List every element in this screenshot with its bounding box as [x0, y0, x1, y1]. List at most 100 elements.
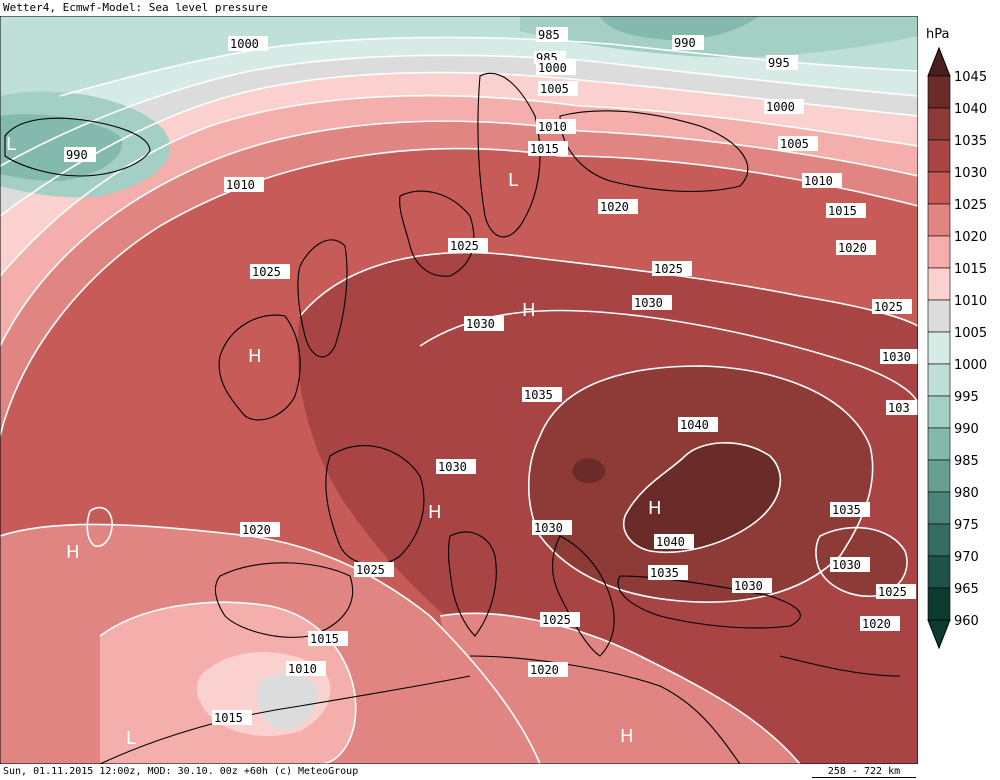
- coastlines: [4, 72, 901, 764]
- legend-label: 995: [954, 390, 979, 405]
- svg-text:1005: 1005: [780, 137, 809, 151]
- svg-text:1030: 1030: [438, 460, 467, 474]
- svg-text:990: 990: [674, 36, 696, 50]
- legend-label: 1000: [954, 358, 987, 373]
- pressure-center-high: H: [66, 542, 80, 563]
- isobar-label: 1025: [354, 562, 394, 577]
- legend-swatch: [927, 267, 951, 301]
- svg-text:990: 990: [66, 148, 88, 162]
- legend-label: 1040: [954, 102, 987, 117]
- pressure-center-low: L: [6, 134, 16, 155]
- svg-text:1030: 1030: [534, 521, 563, 535]
- isobar-label: 1020: [836, 240, 876, 255]
- isobar-label: 1020: [240, 522, 280, 537]
- legend-swatch: [927, 363, 951, 397]
- svg-text:1030: 1030: [634, 296, 663, 310]
- svg-text:1035: 1035: [832, 503, 861, 517]
- pressure-center-high: H: [248, 346, 262, 367]
- isobar-label: 1000: [228, 36, 268, 51]
- isobar-label: 1020: [860, 616, 900, 631]
- isobar-label: 1000: [536, 60, 576, 75]
- pressure-center-high: H: [522, 300, 536, 321]
- legend-label: 1010: [954, 294, 987, 309]
- pressure-center-low: L: [508, 170, 518, 191]
- legend-label: 1045: [954, 70, 987, 85]
- isobar-label: 1015: [528, 141, 568, 156]
- isobar-label: 1040: [654, 534, 694, 549]
- legend-swatch: [927, 459, 951, 493]
- isobar-label: 1015: [212, 710, 252, 725]
- legend-swatch: [927, 331, 951, 365]
- footer-bar: Sun, 01.11.2015 12:00z, MOD: 30.10. 00z …: [0, 764, 1000, 780]
- legend-swatch: [927, 107, 951, 141]
- isobar-label: 1005: [778, 136, 818, 151]
- legend-label: 980: [954, 486, 979, 501]
- isobar-labels: 1000 985 985 990 1000 995 1005 990 1000 …: [64, 27, 918, 725]
- svg-text:1020: 1020: [838, 241, 867, 255]
- svg-text:1000: 1000: [538, 61, 567, 75]
- legend-label: 965: [954, 582, 979, 597]
- svg-text:1030: 1030: [734, 579, 763, 593]
- legend-swatch: [927, 203, 951, 237]
- legend-label: 1025: [954, 198, 987, 213]
- legend-swatch: [927, 75, 951, 109]
- svg-text:1025: 1025: [356, 563, 385, 577]
- svg-text:1000: 1000: [766, 100, 795, 114]
- isobar-label: 1005: [538, 81, 578, 96]
- isobar-label: 1030: [830, 557, 870, 572]
- svg-text:1015: 1015: [530, 142, 559, 156]
- isobar-label: 995: [766, 55, 798, 70]
- pressure-center-high: H: [428, 502, 442, 523]
- scale-indicator: 258 - 722 km: [812, 764, 916, 778]
- isobar-label: 1010: [286, 661, 326, 676]
- isobar-label: 1025: [872, 299, 912, 314]
- svg-text:1025: 1025: [654, 262, 683, 276]
- legend-labels: 1045 1040 1035 1030 1025 1020 1015 1010 1005 1000…: [954, 70, 987, 629]
- legend-swatch: [927, 555, 951, 589]
- pressure-bands: [0, 16, 918, 764]
- svg-text:985: 985: [538, 28, 560, 42]
- svg-text:1020: 1020: [600, 200, 629, 214]
- svg-text:1020: 1020: [242, 523, 271, 537]
- isobar-label: 1035: [522, 387, 562, 402]
- legend-label: 975: [954, 518, 979, 533]
- legend-swatch: [927, 427, 951, 461]
- isobar-label: 1035: [648, 565, 688, 580]
- svg-text:1030: 1030: [882, 350, 911, 364]
- svg-text:1015: 1015: [310, 632, 339, 646]
- isobar-label: 1025: [876, 584, 916, 599]
- isobar-label: 1030: [436, 459, 476, 474]
- legend-swatch: [927, 395, 951, 429]
- isobar-label: 1030: [464, 316, 504, 331]
- isobar-label: 1010: [224, 177, 264, 192]
- isobar-label: 1015: [826, 203, 866, 218]
- isobar-label: 1035: [830, 502, 870, 517]
- svg-text:1040: 1040: [680, 418, 709, 432]
- svg-text:1025: 1025: [252, 265, 281, 279]
- legend-label: 1005: [954, 326, 987, 341]
- svg-text:1030: 1030: [832, 558, 861, 572]
- isobar-label: 990: [64, 147, 96, 162]
- svg-text:1025: 1025: [874, 300, 903, 314]
- isobar-label: 1030: [632, 295, 672, 310]
- svg-text:1025: 1025: [878, 585, 907, 599]
- isobar-label: 1020: [528, 662, 568, 677]
- pressure-map: 1000 985 985 990 1000 995 1005 990 1000 …: [0, 16, 918, 764]
- isobar-label: 1025: [540, 612, 580, 627]
- isobar-label: 1025: [250, 264, 290, 279]
- legend-label: 990: [954, 422, 979, 437]
- svg-text:1015: 1015: [214, 711, 243, 725]
- legend-label: 1030: [954, 166, 987, 181]
- svg-text:1010: 1010: [804, 174, 833, 188]
- pressure-center-high: H: [648, 498, 662, 519]
- legend-swatch: [927, 587, 951, 621]
- run-info: Sun, 01.11.2015 12:00z, MOD: 30.10. 00z …: [3, 766, 359, 777]
- svg-text:1005: 1005: [540, 82, 569, 96]
- isobar-lines: [0, 36, 918, 764]
- pressure-legend: hPa 1045 1040 1035 1030 1025 1020 1015 1010 1005…: [918, 16, 1000, 764]
- isobar-label: 1025: [652, 261, 692, 276]
- map-title: Wetter4, Ecmwf-Model: Sea level pressure: [0, 0, 921, 16]
- svg-text:1000: 1000: [230, 37, 259, 51]
- isobar-label: 990: [672, 35, 704, 50]
- legend-swatch: [927, 491, 951, 525]
